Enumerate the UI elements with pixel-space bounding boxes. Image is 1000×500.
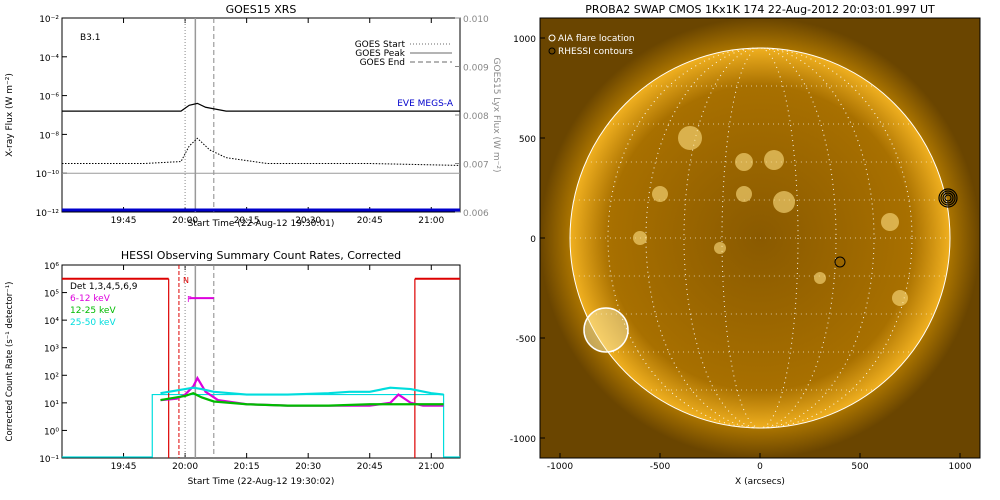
goes-y2-tick-label: 0.010 [463,15,489,25]
goes-series-line [62,102,460,112]
goes-y-tick-label: 10⁻¹⁰ [36,170,60,180]
swap-x-tick-label: -500 [650,462,671,472]
goes-x-tick-label: 20:30 [295,216,321,226]
goes-legend-label: GOES Start [355,40,406,50]
limb-rhessi-contour [938,188,958,208]
legend-aia-label: AIA flare location [558,34,635,44]
goes-title: GOES15 XRS [226,3,297,16]
hessi-y-tick-label: 10³ [44,345,59,355]
active-region [633,231,647,245]
hessi-y-tick-label: 10¹ [44,400,59,410]
hessi-y-tick-label: 10⁵ [44,290,59,300]
legend-rhessi-symbol [548,47,556,55]
active-region [735,153,753,171]
hessi-series-line [160,375,444,407]
swap-x-tick-label: 1000 [949,462,972,472]
hessi-flag-f: F [187,295,192,304]
goes-eve-label: EVE MEGS-A [397,99,454,109]
longitude-line [721,47,799,429]
goes-y2label: GOES15 Lyx Flux (W m⁻²) [491,58,501,173]
hessi-x-tick-label: 20:30 [295,462,321,472]
goes-y2-tick-label: 0.009 [463,64,489,74]
goes-y2-tick-label: 0.008 [463,112,489,122]
active-region [678,126,702,150]
aia-flare-marker [583,307,629,353]
hessi-legend-label: 12-25 keV [70,306,116,316]
swap-title: PROBA2 SWAP CMOS 1Kx1K 174 22-Aug-2012 2… [585,3,935,16]
goes-series-line [62,137,461,166]
limb-rhessi-contour [940,190,956,206]
goes-y2-tick-label: 0.007 [463,161,489,171]
hessi-plot-frame [61,264,461,459]
active-region [652,186,668,202]
swap-y-tick-label: 0 [530,235,536,245]
hessi-legend-label: 25-50 keV [70,318,116,328]
active-region [764,150,784,170]
limb-rhessi-contour [944,194,952,202]
longitude-line [645,47,875,429]
active-region [892,290,908,306]
hessi-legend-title: Det 1,3,4,5,6,9 [70,282,138,292]
swap-xlabel: X (arcsecs) [735,477,785,487]
goes-x-tick-label: 20:00 [172,216,198,226]
goes-x-tick-label: 19:45 [111,216,137,226]
goes-y-tick-label: 10⁻⁸ [39,131,59,141]
hessi-series-line [160,386,444,396]
active-region [814,272,826,284]
active-region [773,191,795,213]
hessi-y-tick-label: 10⁻¹ [39,455,59,465]
legend-rhessi-label: RHESSI contours [558,47,633,57]
goes-x-tick-label: 20:45 [357,216,383,226]
limb-rhessi-contour [942,192,954,204]
active-region [881,213,899,231]
hessi-xlabel: Start Time (22-Aug-12 19:30:02) [188,477,335,487]
hessi-x-tick-label: 21:00 [418,462,444,472]
hessi-x-tick-label: 19:45 [111,462,137,472]
solar-limb [569,47,951,429]
swap-y-tick-label: -500 [516,335,537,345]
goes-y-tick-label: 10⁻² [39,15,59,25]
hessi-ylabel: Corrected Count Rate (s⁻¹ detector⁻¹) [5,282,15,442]
hessi-x-tick-label: 20:15 [234,462,260,472]
longitude-line [607,47,913,429]
hessi-flag-n: N [183,276,189,285]
flare-glow [584,308,628,352]
goes-legend-label: GOES End [360,58,405,68]
goes-legend-label: GOES Peak [355,49,405,59]
goes-y-tick-label: 10⁻⁴ [39,54,59,64]
goes-y-tick-label: 10⁻¹² [36,209,60,219]
hessi-series-line [160,392,444,407]
hessi-x-tick-label: 20:00 [172,462,198,472]
swap-y-tick-label: -1000 [510,435,536,445]
hessi-x-tick-label: 20:45 [357,462,383,472]
goes-y-tick-label: 10⁻⁶ [39,93,59,103]
swap-x-tick-label: -1000 [547,462,573,472]
goes-x-tick-label: 20:15 [234,216,260,226]
hessi-title: HESSI Observing Summary Count Rates, Cor… [121,249,401,262]
hessi-y-tick-label: 10⁴ [44,317,59,327]
hessi-y-tick-label: 10⁶ [44,262,59,272]
hessi-legend-label: 6-12 keV [70,294,111,304]
swap-x-tick-label: 500 [851,462,868,472]
goes-xlabel: Start Time (22-Aug-12 19:30:01) [188,219,335,229]
goes-ylabel: X-ray Flux (W m⁻²) [5,73,15,157]
hessi-y-tick-label: 10² [44,372,59,382]
legend-aia-symbol [548,34,556,42]
goes-y2-tick-label: 0.006 [463,209,489,219]
rhessi-contour [834,256,846,268]
swap-y-tick-label: 1000 [513,35,536,45]
goes-class-label: B3.1 [80,33,101,43]
swap-y-tick-label: 500 [519,135,536,145]
swap-x-tick-label: 0 [757,462,763,472]
hessi-y-tick-label: 10⁰ [44,427,59,437]
goes-x-tick-label: 21:00 [418,216,444,226]
active-region [736,186,752,202]
active-region [714,242,726,254]
